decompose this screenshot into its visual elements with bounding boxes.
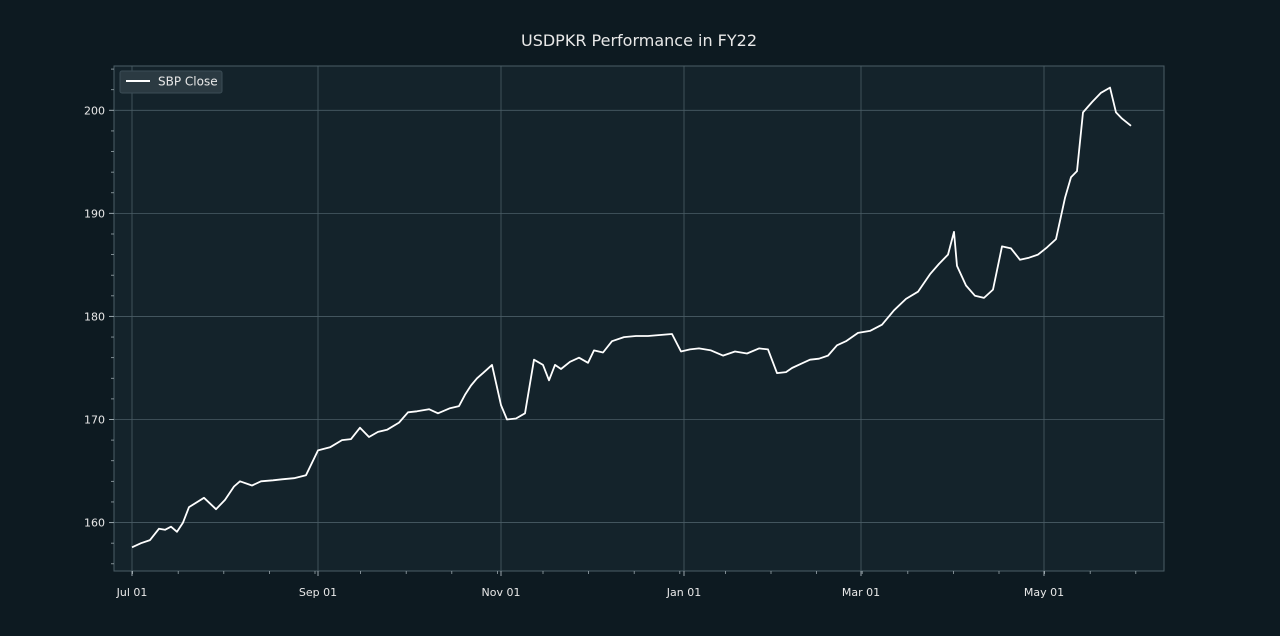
x-tick-label-2: Nov 01	[482, 586, 521, 599]
y-tick-label-190: 190	[84, 207, 105, 220]
y-tick-label-170: 170	[84, 414, 105, 427]
x-tick-label-5: May 01	[1024, 586, 1064, 599]
legend-box	[119, 70, 223, 94]
y-tick-label-200: 200	[84, 104, 105, 117]
series-line-sbp-close	[131, 86, 1132, 549]
x-tick-label-1: Sep 01	[299, 586, 337, 599]
x-tick-label-3: Jan 01	[666, 586, 701, 599]
y-tick-label-160: 160	[84, 517, 105, 530]
plot-frame	[113, 65, 1165, 572]
plot-area	[114, 66, 1164, 571]
grid-layer	[114, 66, 1164, 571]
series-layer	[131, 86, 1132, 549]
y-tick-label-180: 180	[84, 310, 105, 323]
legend-label-sbp-close: SBP Close	[158, 75, 218, 89]
x-tick-label-4: Mar 01	[842, 586, 880, 599]
axis-layer: 160 170 180 190 200 Jul 01 Sep 01 Nov 01 Jan 01 M…	[84, 68, 1137, 599]
chart-title: USDPKR Performance in FY22	[521, 31, 757, 50]
legend: SBP Close	[119, 70, 223, 94]
x-tick-label-0: Jul 01	[116, 586, 148, 599]
